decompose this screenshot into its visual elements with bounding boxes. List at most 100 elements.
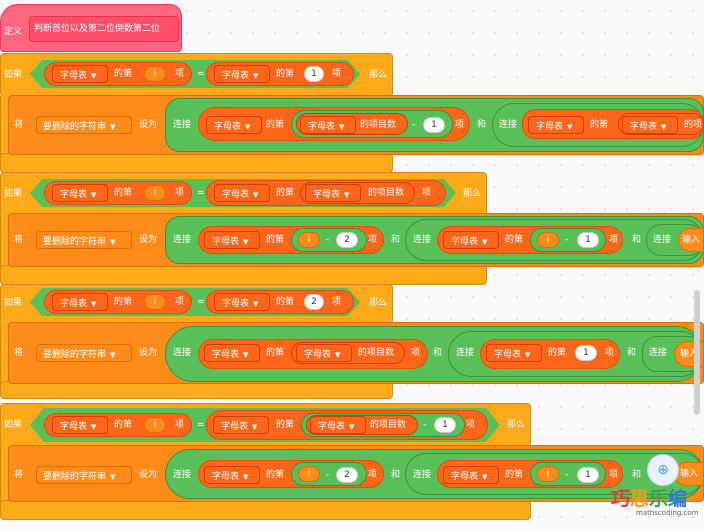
number-input[interactable]: 1 — [577, 232, 599, 248]
loop-var-i[interactable]: i — [144, 294, 166, 310]
number-input[interactable]: 2 — [336, 232, 358, 248]
length-label: 的项目数 — [368, 188, 405, 198]
loop-var-i[interactable]: i — [144, 417, 166, 433]
if-block-3-arm — [0, 322, 9, 386]
loop-var-i[interactable]: i — [537, 232, 559, 248]
number-input[interactable]: 1 — [577, 467, 599, 483]
then-label-4: 那么 — [507, 420, 526, 430]
item-label: 项 — [332, 69, 342, 79]
loop-var-i[interactable]: i — [144, 185, 166, 201]
item-of-label: 的第 — [266, 120, 285, 130]
set-label: 将 — [14, 470, 24, 480]
item-label: 项 — [455, 120, 465, 130]
item-of-label: 的第 — [276, 188, 295, 198]
length-label-truncated: 的项 — [684, 120, 703, 130]
loop-var-i[interactable]: i — [144, 66, 166, 82]
list-dropdown[interactable]: 字母表 ▼ — [52, 293, 108, 311]
list-dropdown[interactable]: 字母表 ▼ — [214, 293, 270, 311]
item-label: 项 — [411, 348, 421, 358]
minus-sign: - — [423, 420, 427, 430]
join-label: 连接 — [173, 235, 192, 245]
item-of-label: 的第 — [114, 188, 133, 198]
list-dropdown[interactable]: 字母表 ▼ — [310, 416, 366, 434]
number-input[interactable]: 1 — [575, 345, 597, 361]
item-of-label: 的第 — [505, 235, 524, 245]
item-label: 项 — [422, 188, 432, 198]
and-label: 和 — [391, 470, 401, 480]
if-label-2: 如果 — [4, 189, 23, 199]
vertical-scrollbar[interactable] — [694, 290, 700, 415]
list-dropdown[interactable]: 字母表 ▼ — [206, 116, 262, 134]
item-label: 项 — [368, 470, 378, 480]
item-of-label: 的第 — [114, 297, 133, 307]
logo-char: 乐 — [649, 488, 669, 510]
to-label: 设为 — [139, 348, 158, 358]
item-of-label: 的第 — [276, 297, 295, 307]
item-of-label: 的第 — [590, 120, 609, 130]
if-label-3: 如果 — [4, 298, 23, 308]
length-label: 的项目数 — [360, 120, 397, 130]
loop-var-i[interactable]: i — [537, 466, 559, 482]
list-dropdown[interactable]: 字母表 ▼ — [443, 466, 499, 484]
number-input[interactable]: 2 — [304, 294, 324, 310]
list-dropdown[interactable]: 字母表 ▼ — [204, 231, 260, 249]
item-of-label: 的第 — [266, 235, 285, 245]
item-label: 项 — [175, 297, 185, 307]
list-dropdown[interactable]: 字母表 ▼ — [213, 416, 269, 434]
if-label-1: 如果 — [4, 70, 23, 80]
item-of-label: 的第 — [114, 420, 133, 430]
if-block-2-arm — [0, 214, 9, 270]
length-label: 的项目数 — [370, 420, 407, 430]
list-dropdown[interactable]: 字母表 ▼ — [443, 231, 499, 249]
list-dropdown[interactable]: 字母表 ▼ — [486, 344, 542, 362]
item-of-label: 的第 — [505, 470, 524, 480]
if-block-1-arm — [0, 96, 9, 156]
input-reporter-truncated[interactable]: 输入 — [678, 228, 704, 252]
list-dropdown[interactable]: 字母表 ▼ — [204, 344, 260, 362]
if-block-4-arm — [0, 445, 9, 505]
variable-dropdown[interactable]: 要删除的字符串 ▼ — [36, 231, 132, 249]
equals-sign: = — [197, 69, 205, 79]
item-label: 项 — [605, 348, 615, 358]
item-of-label: 的第 — [276, 69, 295, 79]
logo-char: 编 — [668, 488, 688, 510]
define-name-label: 判断首位以及第二位倒数第二位 — [34, 24, 161, 34]
number-input[interactable]: 1 — [423, 117, 445, 133]
item-of-label: 的第 — [266, 348, 285, 358]
item-label: 项 — [175, 188, 185, 198]
loop-var-i[interactable]: i — [298, 232, 320, 248]
number-input[interactable]: 1 — [434, 417, 456, 433]
logo-char: 思 — [630, 488, 650, 510]
zoom-in-icon[interactable]: ⊕ — [647, 454, 679, 486]
join-label: 连接 — [413, 470, 432, 480]
list-dropdown[interactable]: 字母表 ▼ — [300, 116, 356, 134]
variable-dropdown[interactable]: 要删除的字符串 ▼ — [36, 344, 132, 362]
item-label: 项 — [609, 470, 619, 480]
minus-sign: - — [326, 235, 330, 245]
list-dropdown[interactable]: 字母表 ▼ — [305, 184, 361, 202]
number-input[interactable]: 2 — [336, 467, 358, 483]
list-dropdown[interactable]: 字母表 ▼ — [214, 184, 270, 202]
list-dropdown[interactable]: 字母表 ▼ — [528, 116, 584, 134]
number-input[interactable]: 1 — [304, 66, 324, 82]
item-of-label: 的第 — [276, 420, 295, 430]
item-label: 项 — [609, 235, 619, 245]
list-dropdown[interactable]: 字母表 ▼ — [214, 65, 270, 83]
item-of-label: 的第 — [548, 348, 567, 358]
minus-sign: - — [326, 470, 330, 480]
define-name-input[interactable]: 判断首位以及第二位倒数第二位 — [29, 16, 179, 42]
equals-sign: = — [197, 297, 205, 307]
list-dropdown[interactable]: 字母表 ▼ — [622, 116, 678, 134]
set-label: 将 — [14, 235, 24, 245]
variable-dropdown[interactable]: 要删除的字符串 ▼ — [36, 116, 132, 134]
list-dropdown[interactable]: 字母表 ▼ — [52, 184, 108, 202]
list-dropdown[interactable]: 字母表 ▼ — [296, 344, 352, 362]
and-label: 和 — [477, 120, 487, 130]
list-dropdown[interactable]: 字母表 ▼ — [52, 65, 108, 83]
list-dropdown[interactable]: 字母表 ▼ — [52, 416, 108, 434]
variable-dropdown[interactable]: 要删除的字符串 ▼ — [36, 466, 132, 484]
list-dropdown[interactable]: 字母表 ▼ — [204, 466, 260, 484]
length-label: 的项目数 — [358, 348, 395, 358]
loop-var-i[interactable]: i — [298, 466, 320, 482]
item-label: 项 — [175, 420, 185, 430]
